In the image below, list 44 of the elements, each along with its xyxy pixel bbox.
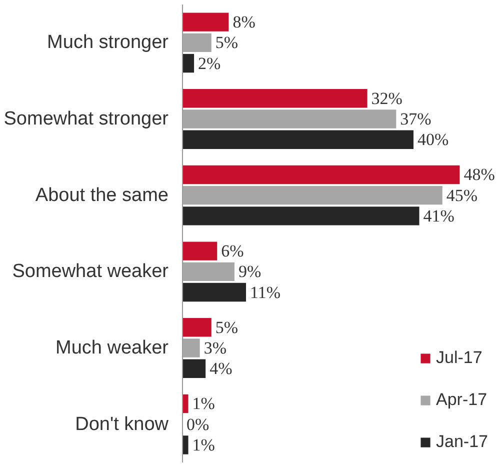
y-tick-label: About the same	[35, 184, 169, 206]
data-label: 5%	[215, 318, 238, 337]
bar	[182, 318, 212, 337]
data-label: 45%	[446, 186, 478, 205]
data-label: 9%	[238, 262, 262, 282]
bar	[182, 89, 368, 108]
bar	[182, 186, 442, 205]
data-label: 41%	[423, 206, 454, 226]
data-label: 8%	[232, 12, 256, 32]
bar	[182, 12, 229, 32]
legend-label: Jan-17	[436, 432, 488, 452]
bar	[182, 394, 188, 414]
bar	[182, 33, 212, 52]
bar	[182, 130, 414, 149]
y-tick-label: Much stronger	[47, 32, 170, 54]
bar	[182, 338, 200, 358]
data-label: 48%	[464, 165, 495, 184]
data-label: 4%	[210, 359, 232, 378]
y-tick-label: Much weaker	[56, 338, 170, 358]
data-label: 1%	[192, 394, 215, 414]
data-label: 6%	[221, 242, 244, 261]
bar	[182, 206, 420, 226]
data-label: 32%	[371, 88, 402, 108]
data-label: 3%	[204, 338, 226, 358]
y-tick-label: Somewhat weaker	[12, 261, 170, 282]
data-label: 0%	[186, 414, 210, 434]
y-tick-label: Somewhat stronger	[4, 108, 170, 130]
bar	[182, 110, 396, 128]
bar	[182, 242, 218, 260]
bar	[182, 165, 460, 184]
bar	[182, 359, 206, 378]
data-label: 1%	[192, 435, 215, 454]
data-label: 40%	[417, 130, 449, 150]
data-label: 37%	[400, 110, 432, 128]
data-label: 5%	[215, 33, 238, 52]
legend-label: Jul-17	[436, 348, 482, 368]
bar	[182, 436, 188, 454]
data-label: 2%	[198, 54, 221, 73]
bar	[182, 54, 194, 73]
legend-label: Apr-17	[436, 390, 488, 410]
y-tick-label: Don't know	[75, 414, 169, 435]
data-label: 11%	[250, 282, 281, 302]
bar	[182, 282, 246, 302]
bar	[182, 262, 234, 282]
